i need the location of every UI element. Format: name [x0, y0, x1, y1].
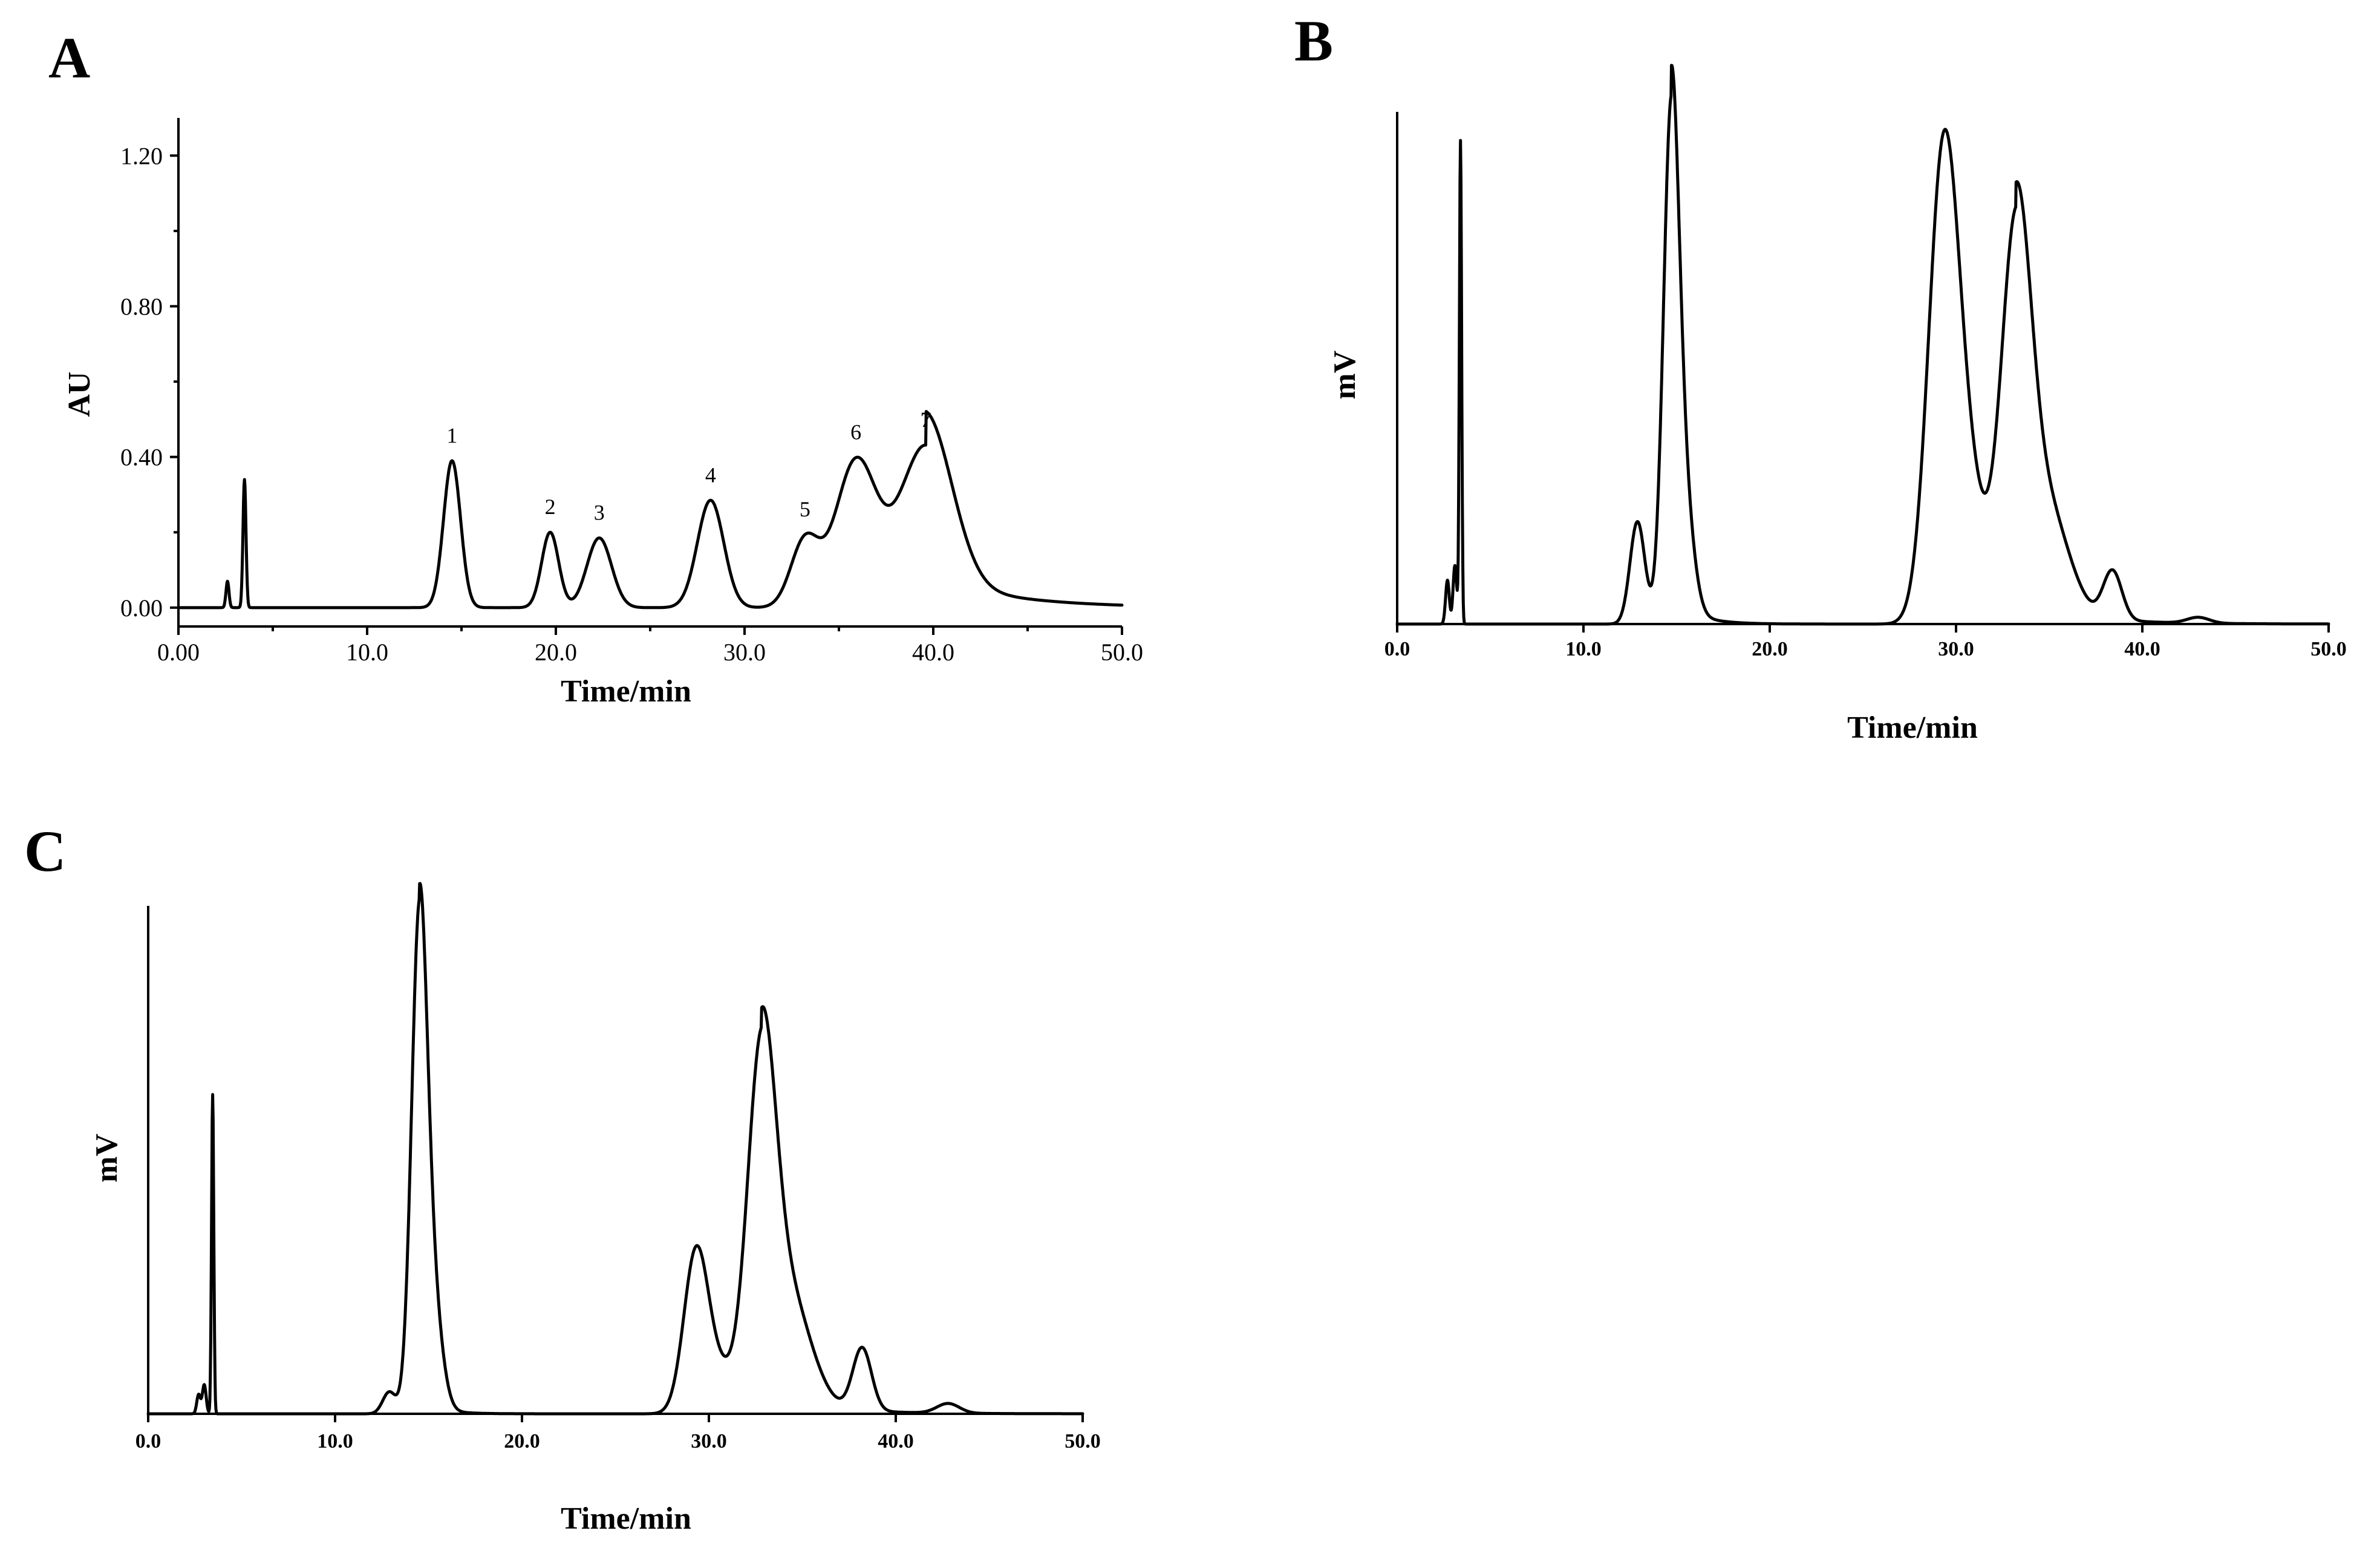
x-tick-label: 50.0 [1065, 1430, 1101, 1453]
chromatogram-trace-b [1395, 63, 2330, 626]
panel-letter-b: B [1294, 8, 1333, 73]
y-ticks-a: 0.00 0.40 0.80 1.20 [120, 142, 178, 622]
x-tick-label: 50.0 [2310, 638, 2347, 660]
x-tick-label: 20.0 [504, 1430, 540, 1453]
x-ticks-a: 0.00 10.0 20.0 30.0 40.0 50.0 [157, 626, 1143, 666]
x-tick-label: 0.0 [135, 1430, 161, 1453]
x-tick-label: 10.0 [346, 639, 388, 666]
x-tick-label: 10.0 [1565, 638, 1602, 660]
x-tick-label: 30.0 [723, 639, 766, 666]
chart-panel-b: B 0.0 10.0 20.0 30.0 40.0 50.0 Time/min mV [1294, 8, 2347, 745]
x-axis-title-c: Time/min [561, 1501, 691, 1536]
chromatogram-trace-c [146, 882, 1084, 1416]
x-tick-label: 40.0 [878, 1430, 914, 1453]
peak-labels-a: 1 2 3 4 5 6 7 [446, 408, 931, 524]
x-tick-label: 50.0 [1101, 639, 1143, 666]
chart-panel-a: A 0.00 10.0 20.0 30.0 40.0 50.0 0.00 0.40 0.80 1… [48, 25, 1143, 709]
y-axis-title-c: mV [90, 1134, 124, 1183]
y-axis-title-a: AU [62, 371, 97, 417]
x-tick-label: 30.0 [691, 1430, 727, 1453]
peak-label: 4 [705, 463, 716, 487]
x-tick-label: 0.00 [157, 639, 200, 666]
x-tick-label: 30.0 [1938, 638, 1974, 660]
x-tick-label: 40.0 [912, 639, 954, 666]
peak-label: 1 [446, 423, 457, 447]
x-axis-title-a: Time/min [561, 674, 691, 709]
x-tick-label: 10.0 [317, 1430, 353, 1453]
y-tick-label: 0.40 [120, 444, 163, 471]
peak-label: 3 [594, 501, 605, 525]
chromatogram-trace-a [177, 410, 1124, 610]
y-tick-label: 1.20 [120, 142, 163, 169]
x-ticks-b: 0.0 10.0 20.0 30.0 40.0 50.0 [1384, 624, 2347, 660]
y-tick-label: 0.80 [120, 293, 163, 320]
y-tick-label: 0.00 [120, 594, 163, 622]
chart-panel-c: C 0.0 10.0 20.0 30.0 40.0 50.0 Time/min mV [24, 819, 1101, 1536]
x-tick-label: 0.0 [1384, 638, 1410, 660]
x-axis-title-b: Time/min [1847, 711, 1978, 745]
peak-label: 7 [921, 408, 931, 432]
panel-letter-c: C [24, 819, 66, 883]
panel-letter-a: A [48, 25, 90, 90]
y-axis-title-b: mV [1328, 351, 1362, 400]
peak-label: 6 [850, 420, 861, 444]
peak-label: 2 [545, 495, 556, 519]
peak-label: 5 [800, 497, 810, 521]
x-ticks-c: 0.0 10.0 20.0 30.0 40.0 50.0 [135, 1414, 1101, 1453]
x-tick-label: 40.0 [2124, 638, 2160, 660]
x-tick-label: 20.0 [1752, 638, 1788, 660]
x-tick-label: 20.0 [535, 639, 577, 666]
